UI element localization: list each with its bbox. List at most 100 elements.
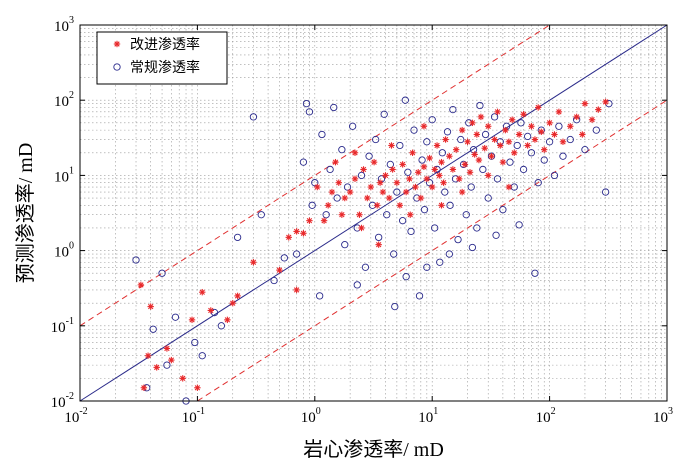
data-point-conventional bbox=[469, 145, 478, 154]
data-point-conventional bbox=[499, 206, 507, 214]
data-point-improved bbox=[505, 138, 513, 145]
data-point-improved bbox=[528, 123, 535, 130]
data-point-conventional bbox=[449, 105, 457, 114]
data-point-conventional bbox=[441, 188, 449, 196]
data-point-conventional bbox=[357, 171, 366, 180]
x-tick-label: 10-2 bbox=[64, 406, 87, 426]
data-point-improved bbox=[406, 175, 413, 183]
data-point-improved bbox=[461, 161, 469, 168]
data-point-conventional bbox=[550, 171, 559, 180]
data-point-improved bbox=[320, 217, 328, 224]
data-point-conventional bbox=[375, 233, 383, 242]
data-point-conventional bbox=[425, 179, 434, 187]
data-point-conventional bbox=[280, 254, 288, 262]
x-tick-label: 101 bbox=[418, 406, 438, 426]
data-point-conventional bbox=[396, 141, 404, 150]
data-point-conventional bbox=[534, 179, 542, 187]
data-point-improved bbox=[567, 123, 574, 130]
data-point-conventional bbox=[410, 126, 418, 134]
data-point-improved bbox=[497, 142, 504, 149]
data-point-improved bbox=[207, 307, 214, 314]
data-point-improved bbox=[293, 286, 300, 294]
data-point-conventional bbox=[311, 179, 319, 187]
data-point-improved bbox=[471, 151, 478, 158]
y-axis-title: 预测渗透率/ mD bbox=[14, 143, 37, 284]
data-point-conventional bbox=[484, 194, 492, 202]
data-point-conventional bbox=[333, 194, 341, 202]
data-point-improved bbox=[464, 138, 471, 145]
y-tick-label: 100 bbox=[54, 241, 74, 261]
data-point-conventional bbox=[523, 132, 532, 141]
data-point-conventional bbox=[457, 135, 465, 144]
data-point-improved bbox=[494, 108, 501, 116]
y-tick-label: 10-1 bbox=[51, 316, 74, 336]
data-point-improved bbox=[370, 158, 378, 166]
data-point-improved bbox=[579, 131, 586, 138]
data-point-conventional bbox=[423, 263, 431, 271]
data-point-improved bbox=[475, 156, 483, 164]
data-point-conventional bbox=[592, 126, 600, 134]
data-point-improved bbox=[341, 194, 348, 202]
data-point-conventional bbox=[418, 156, 426, 164]
data-point-improved bbox=[194, 384, 201, 391]
data-points bbox=[132, 96, 613, 405]
data-point-improved bbox=[559, 138, 567, 145]
data-point-conventional bbox=[299, 158, 308, 166]
y-tick-label: 102 bbox=[54, 90, 74, 110]
data-point-conventional bbox=[479, 165, 487, 174]
data-point-improved bbox=[433, 142, 441, 149]
data-point-improved bbox=[573, 113, 580, 121]
data-point-conventional bbox=[380, 110, 388, 118]
data-point-conventional bbox=[506, 158, 514, 166]
data-point-improved bbox=[306, 217, 313, 224]
data-point-improved bbox=[481, 144, 488, 152]
data-point-conventional bbox=[341, 240, 349, 249]
data-point-improved bbox=[524, 142, 531, 149]
data-point-improved bbox=[199, 288, 206, 296]
legend-marker-circle bbox=[113, 63, 121, 71]
data-point-conventional bbox=[513, 141, 521, 150]
data-point-conventional bbox=[171, 313, 180, 321]
legend-asterisk bbox=[113, 40, 121, 48]
y-tick-label: 10-2 bbox=[51, 391, 74, 411]
data-point-conventional bbox=[210, 308, 219, 317]
data-point-improved bbox=[324, 202, 332, 209]
data-point-conventional bbox=[149, 325, 157, 333]
data-point-improved bbox=[356, 211, 363, 218]
data-point-conventional bbox=[305, 108, 314, 116]
data-point-improved bbox=[449, 166, 457, 173]
data-point-improved bbox=[367, 183, 375, 191]
data-point-improved bbox=[531, 136, 539, 143]
data-point-conventional bbox=[545, 138, 554, 146]
data-point-improved bbox=[351, 149, 359, 156]
legend: 改进渗透率 常规渗透率 bbox=[96, 31, 228, 85]
data-point-improved bbox=[179, 375, 186, 382]
x-tick-label: 10-1 bbox=[182, 406, 205, 426]
reference-line bbox=[197, 99, 668, 402]
data-point-improved bbox=[358, 224, 365, 232]
data-point-improved bbox=[364, 194, 371, 202]
data-point-improved bbox=[163, 345, 171, 352]
data-point-conventional bbox=[404, 168, 412, 176]
data-point-conventional bbox=[326, 165, 334, 174]
data-point-improved bbox=[420, 163, 428, 171]
data-point-improved bbox=[420, 123, 428, 130]
data-point-improved bbox=[351, 175, 359, 183]
data-point-improved bbox=[396, 202, 404, 209]
data-point-conventional bbox=[191, 338, 199, 347]
data-point-improved bbox=[409, 149, 416, 156]
data-point-conventional bbox=[322, 211, 330, 219]
data-point-improved bbox=[399, 161, 406, 168]
data-point-improved bbox=[346, 188, 354, 196]
legend-circle bbox=[113, 63, 121, 71]
data-point-conventional bbox=[527, 149, 536, 157]
data-point-improved bbox=[360, 166, 367, 173]
data-point-improved bbox=[588, 116, 596, 123]
data-point-conventional bbox=[467, 183, 475, 191]
data-point-improved bbox=[412, 183, 419, 191]
data-point-improved bbox=[458, 126, 466, 134]
data-point-conventional bbox=[476, 101, 484, 110]
data-point-improved bbox=[285, 234, 292, 241]
data-point-conventional bbox=[233, 233, 242, 242]
data-point-conventional bbox=[566, 135, 574, 144]
